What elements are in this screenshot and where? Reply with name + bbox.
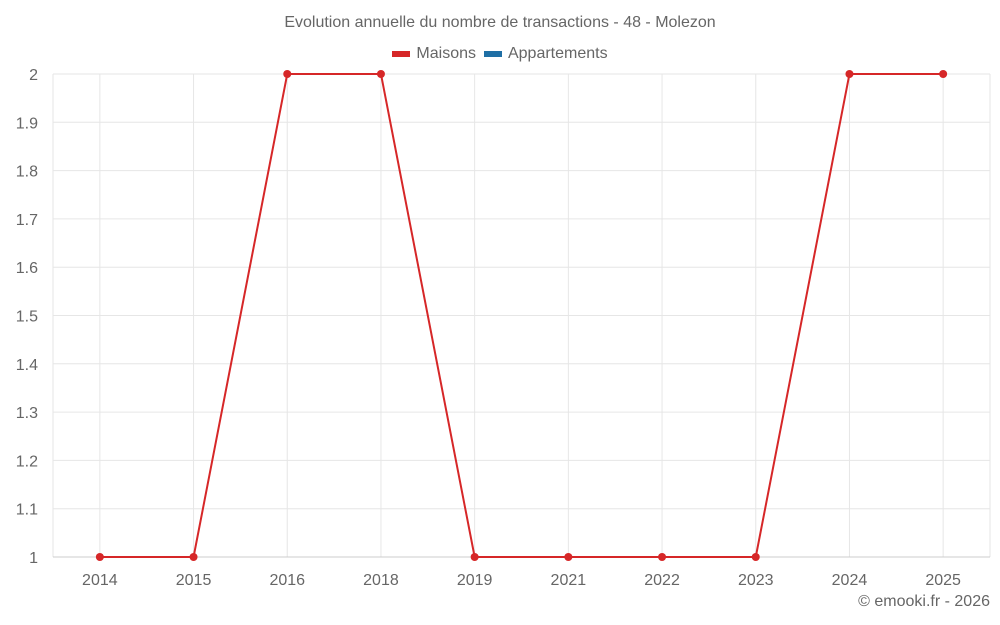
x-axis-ticks: 2014 2015 2016 2018 2019 2021 2022 2023 2024 2025 <box>82 572 961 589</box>
data-point[interactable] <box>751 553 760 561</box>
series-maisons <box>95 70 948 561</box>
y-tick-label: 1.7 <box>16 212 38 229</box>
x-tick-label: 2023 <box>738 572 774 589</box>
y-tick-label: 1.3 <box>16 405 38 422</box>
data-point[interactable] <box>658 553 667 561</box>
data-point[interactable] <box>95 553 104 561</box>
appartements-swatch-icon <box>483 51 502 57</box>
y-tick-label: 1.9 <box>16 115 38 132</box>
legend-label-maisons: Maisons <box>416 45 476 62</box>
x-tick-label: 2024 <box>832 572 868 589</box>
data-point[interactable] <box>283 70 292 78</box>
x-tick-label: 2019 <box>457 572 493 589</box>
legend-label-appartements: Appartements <box>507 45 608 62</box>
y-tick-label: 1.6 <box>16 260 38 277</box>
x-tick-label: 2016 <box>269 572 305 589</box>
x-tick-label: 2025 <box>925 572 961 589</box>
data-point[interactable] <box>564 553 573 561</box>
credits-link[interactable]: © emooki.fr - 2026 <box>858 593 990 610</box>
chart-title: Evolution annuelle du nombre de transact… <box>284 14 716 31</box>
legend: Maisons Appartements <box>0 45 1000 63</box>
x-tick-label: 2022 <box>644 572 680 589</box>
grid-lines <box>52 73 991 558</box>
y-tick-label: 1.4 <box>16 357 38 374</box>
data-point[interactable] <box>470 553 479 561</box>
y-tick-label: 1.8 <box>16 164 38 181</box>
y-tick-label: 1.1 <box>16 502 38 519</box>
x-tick-label: 2014 <box>82 572 118 589</box>
legend-item-appartements[interactable]: Appartements <box>483 45 608 63</box>
y-tick-label: 1.5 <box>16 309 38 326</box>
y-tick-label: 1.2 <box>16 453 38 470</box>
maisons-swatch-icon <box>392 51 411 57</box>
x-tick-label: 2015 <box>176 572 212 589</box>
data-point[interactable] <box>939 70 948 78</box>
y-tick-label: 1 <box>29 550 38 567</box>
x-tick-label: 2021 <box>551 572 587 589</box>
y-tick-label: 2 <box>29 67 38 84</box>
y-axis-ticks: 1 1.1 1.2 1.3 1.4 1.5 1.6 1.7 1.8 1.9 2 <box>16 67 38 567</box>
x-tick-label: 2018 <box>363 572 399 589</box>
data-point[interactable] <box>189 553 198 561</box>
legend-item-maisons[interactable]: Maisons <box>392 45 476 63</box>
data-point[interactable] <box>845 70 854 78</box>
data-point[interactable] <box>376 70 385 78</box>
